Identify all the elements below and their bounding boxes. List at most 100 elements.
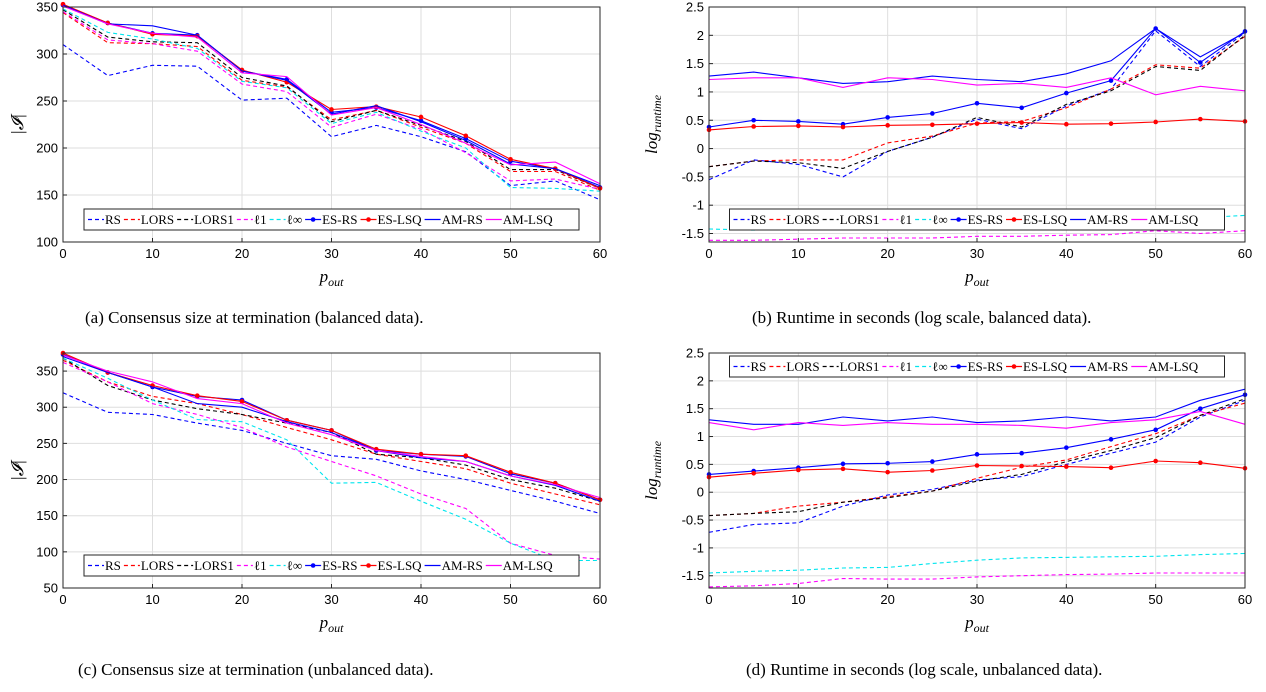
series-point xyxy=(418,451,424,457)
series-point xyxy=(930,111,935,116)
x-tick-label: 50 xyxy=(503,246,517,261)
x-tick-label: 30 xyxy=(970,592,984,607)
legend-label: LORS xyxy=(786,212,819,227)
y-tick-label: 250 xyxy=(36,436,58,451)
y-tick-label: 0 xyxy=(697,485,704,500)
series-line-1 xyxy=(62,12,601,191)
series-point xyxy=(239,399,245,404)
x-tick-label: 10 xyxy=(145,246,159,261)
chart-c-svg: 0 10 20 30 40 50 60 50 100 150 200 250 300 350 pout |𝓘|… xyxy=(8,350,607,635)
series-point xyxy=(1153,458,1158,464)
series-point xyxy=(418,114,424,120)
series-point xyxy=(1198,460,1203,466)
x-tick-label: 0 xyxy=(705,246,712,261)
y-tick-label: 300 xyxy=(36,400,58,415)
x-axis-label: pout xyxy=(964,613,990,635)
series-point xyxy=(463,453,469,458)
legend-label: ES-RS xyxy=(322,558,357,573)
series-point xyxy=(885,460,890,466)
y-tick-label: 200 xyxy=(36,472,58,487)
x-tick-label: 50 xyxy=(503,592,517,607)
series-point xyxy=(1019,120,1024,125)
series-line-0 xyxy=(62,392,601,515)
x-tick-label: 30 xyxy=(324,592,338,607)
series-point xyxy=(329,107,334,112)
series-point xyxy=(930,122,935,128)
series-point xyxy=(751,124,756,129)
x-tick-label: 10 xyxy=(145,592,159,607)
y-tick-label: 200 xyxy=(36,141,58,156)
y-tick-label: 2 xyxy=(697,373,704,388)
y-tick-label: 1 xyxy=(697,429,704,444)
legend-box xyxy=(83,554,580,577)
legend-label: RS xyxy=(105,212,121,227)
legend: RS LORS LORS1 ℓ1 ℓ∞ ES-RS ES-LSQ AM-RS AM-LSQ xyxy=(729,208,1225,231)
y-axis-label: logruntime xyxy=(642,440,664,500)
chart-panel-c: 0 10 20 30 40 50 60 50 100 150 200 250 300 350 pout |𝓘|… xyxy=(0,346,633,646)
legend-label: ES-RS xyxy=(322,212,357,227)
series-point xyxy=(885,123,890,128)
legend-label: ℓ1 xyxy=(899,359,912,374)
y-tick-label: 2.5 xyxy=(686,346,704,361)
caption-b: (b) Runtime in seconds (log scale, balan… xyxy=(752,308,1092,327)
y-tick-label: 1 xyxy=(697,84,704,99)
legend-label: LORS1 xyxy=(840,212,880,227)
series-point xyxy=(508,156,513,162)
legend-label: ℓ∞ xyxy=(287,212,303,227)
series-point xyxy=(194,393,200,398)
y-tick-label: 2 xyxy=(697,28,704,43)
series-line-0 xyxy=(708,399,1246,533)
series-point xyxy=(796,467,801,473)
tick-labels: 0 10 20 30 40 50 60 -1.5 -1 -0.5 0 0.5 1 1.5 2 2.5 xyxy=(682,0,1253,261)
series-point xyxy=(840,461,846,467)
x-tick-label: 20 xyxy=(235,246,249,261)
series-line-7 xyxy=(708,388,1246,425)
legend-marker xyxy=(366,563,371,568)
x-tick-label: 20 xyxy=(880,592,894,607)
legend-label: ℓ1 xyxy=(254,212,267,227)
series-point xyxy=(974,452,980,457)
legend-label: AM-LSQ xyxy=(503,212,553,227)
series-point xyxy=(796,123,801,129)
series-group xyxy=(60,350,603,562)
series-point xyxy=(1108,465,1114,471)
legend: RS LORS LORS1 ℓ1 ℓ∞ ES-RS ES-LSQ AM-RS AM-LSQ xyxy=(83,554,580,577)
legend-label: AM-RS xyxy=(1087,212,1128,227)
legend-label: RS xyxy=(105,558,121,573)
series-point xyxy=(885,115,890,120)
series-point xyxy=(1019,463,1024,469)
series-point xyxy=(751,470,756,476)
series-point xyxy=(1064,121,1069,127)
y-tick-label: -0.5 xyxy=(682,169,704,184)
series-line-8 xyxy=(708,410,1246,431)
series-point xyxy=(1064,445,1069,450)
x-tick-label: 40 xyxy=(414,246,428,261)
x-tick-label: 20 xyxy=(235,592,249,607)
y-tick-label: 50 xyxy=(44,581,58,596)
legend-label: ℓ∞ xyxy=(932,359,948,374)
series-point xyxy=(1019,450,1024,456)
legend-label: LORS xyxy=(141,558,174,573)
series-point xyxy=(974,100,980,106)
series-point xyxy=(1108,121,1114,126)
series-line-2 xyxy=(708,34,1246,169)
tick-labels: 0 10 20 30 40 50 60 100 150 200 250 300 350 xyxy=(36,0,607,261)
x-tick-label: 0 xyxy=(705,592,712,607)
legend-label: AM-LSQ xyxy=(503,558,553,573)
x-axis-label: pout xyxy=(319,267,345,289)
y-tick-label: -0.5 xyxy=(682,513,704,528)
series-line-1 xyxy=(62,359,601,506)
tick-labels: 0 10 20 30 40 50 60 -1.5 -1 -0.5 0 0.5 1 1.5 2 2.5 xyxy=(682,346,1253,608)
legend-label: RS xyxy=(751,359,767,374)
series-point xyxy=(840,124,846,130)
legend-box xyxy=(83,208,580,231)
chart-panel-d: 0 10 20 30 40 50 60 -1.5 -1 -0.5 0 0.5 1 1.5 2 2.5 pout l… xyxy=(633,346,1266,646)
y-axis-label: |𝓘| xyxy=(8,459,27,481)
caption-a: (a) Consensus size at termination (balan… xyxy=(85,308,424,327)
series-line-8 xyxy=(62,354,601,499)
x-axis-label: pout xyxy=(319,613,345,635)
x-tick-label: 0 xyxy=(59,246,66,261)
y-tick-label: -1 xyxy=(692,198,704,213)
y-tick-label: -1 xyxy=(692,540,704,555)
series-point xyxy=(796,119,801,124)
